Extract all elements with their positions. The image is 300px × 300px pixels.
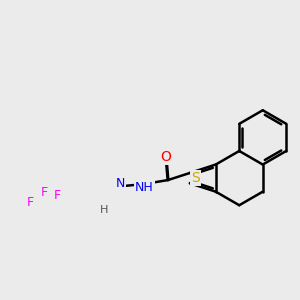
Text: O: O [160,150,172,164]
Text: F: F [27,196,34,209]
Text: N: N [116,178,125,190]
Text: F: F [40,185,47,199]
Text: S: S [191,171,200,185]
Text: F: F [54,189,61,203]
Text: NH: NH [135,181,154,194]
Text: H: H [100,205,109,214]
